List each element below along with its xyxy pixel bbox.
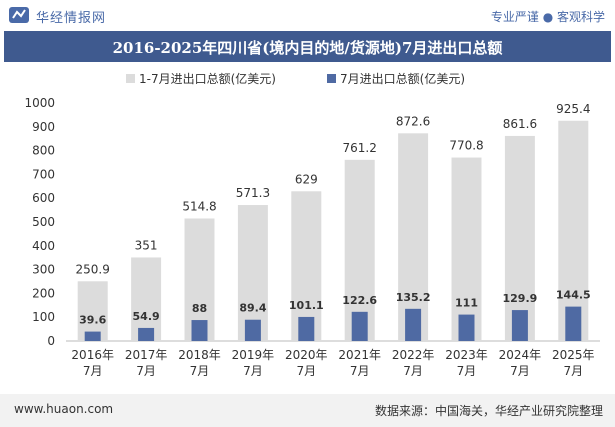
data-label-series-1: 861.6	[503, 117, 537, 131]
bar-series-2	[138, 327, 155, 341]
data-label-series-1: 629	[295, 172, 318, 186]
bar-series-2	[244, 319, 261, 341]
data-label-series-1: 571.3	[236, 186, 270, 200]
legend-swatch-series-2	[327, 74, 336, 83]
x-tick-label: 2017年 7月	[125, 348, 168, 378]
data-label-series-1: 514.8	[182, 199, 216, 213]
bar-series-2	[351, 311, 368, 341]
data-label-series-1: 872.6	[396, 114, 430, 128]
data-label-series-2: 144.5	[556, 289, 591, 302]
y-tick-label: 1000	[24, 96, 55, 110]
top-bar: 华经情报网 专业严谨 ● 客观科学	[0, 0, 615, 30]
x-tick-label: 2022年 7月	[392, 348, 435, 378]
y-tick-label: 900	[32, 120, 55, 134]
x-tick-label: 2018年 7月	[178, 348, 221, 378]
data-label-series-2: 122.6	[342, 294, 377, 307]
data-label-series-2: 88	[192, 302, 207, 315]
data-label-series-2: 111	[455, 297, 478, 310]
bar-series-1	[504, 135, 535, 341]
data-label-series-2: 135.2	[396, 291, 431, 304]
x-tick-label: 2025年 7月	[552, 348, 595, 378]
bar-series-2	[84, 331, 101, 341]
bar-series-1	[451, 157, 482, 341]
bar-series-2	[458, 314, 475, 341]
data-label-series-2: 39.6	[79, 314, 106, 327]
x-tick-label: 2016年 7月	[71, 348, 114, 378]
y-tick-label: 800	[32, 144, 55, 158]
bar-series-2	[298, 316, 315, 341]
x-tick-label: 2023年 7月	[445, 348, 488, 378]
y-tick-label: 100	[32, 310, 55, 324]
bar-series-2	[405, 308, 422, 341]
y-tick-label: 700	[32, 167, 55, 181]
y-tick-label: 0	[47, 334, 55, 348]
brand-logo-icon	[9, 7, 29, 23]
x-tick-label: 2021年 7月	[338, 348, 381, 378]
chart-title: 2016-2025年四川省(境内目的地/货源地)7月进出口总额	[112, 39, 503, 57]
x-tick-label: 2020年 7月	[285, 348, 328, 378]
bar-series-2	[511, 310, 528, 341]
legend-label-series-1: 1-7月进出口总额(亿美元)	[139, 71, 276, 86]
footer-source: 数据来源：中国海关，华经产业研究院整理	[374, 404, 603, 418]
data-label-series-1: 761.2	[343, 141, 377, 155]
bar-series-1	[558, 120, 589, 342]
data-label-series-1: 250.9	[76, 262, 110, 276]
data-label-series-2: 89.4	[239, 302, 266, 315]
data-label-series-1: 770.8	[449, 139, 483, 153]
brand-slogan: 专业严谨 ● 客观科学	[490, 10, 605, 24]
bar-series-1	[77, 281, 108, 341]
bar-series-2	[565, 306, 582, 341]
y-tick-label: 600	[32, 191, 55, 205]
bar-series-1	[291, 191, 322, 341]
x-tick-label: 2019年 7月	[232, 348, 275, 378]
data-label-series-2: 129.9	[503, 292, 538, 305]
y-tick-label: 400	[32, 239, 55, 253]
legend-swatch-series-1	[126, 74, 135, 83]
data-label-series-2: 54.9	[133, 310, 160, 323]
data-label-series-1: 351	[135, 238, 158, 252]
data-label-series-2: 101.1	[289, 299, 324, 312]
brand-name[interactable]: 华经情报网	[36, 11, 107, 26]
x-tick-label: 2024年 7月	[499, 348, 542, 378]
y-tick-label: 200	[32, 286, 55, 300]
legend-label-series-2: 7月进出口总额(亿美元)	[340, 71, 465, 86]
footer-url-link[interactable]: www.huaon.com	[14, 402, 114, 416]
bar-series-1	[344, 159, 375, 341]
y-tick-label: 500	[32, 215, 55, 229]
y-tick-label: 300	[32, 263, 55, 277]
bar-series-1	[398, 133, 429, 341]
footer: www.huaon.com 数据来源：中国海关，华经产业研究院整理	[0, 394, 615, 427]
data-label-series-1: 925.4	[556, 102, 590, 116]
title-bar: 2016-2025年四川省(境内目的地/货源地)7月进出口总额	[4, 31, 611, 62]
bar-series-2	[191, 320, 208, 341]
bar-series-1	[131, 257, 162, 341]
bar-chart: 1-7月进出口总额(亿美元) 7月进出口总额(亿美元) 0 100 200 300 400 5…	[24, 71, 600, 378]
bar-series-1	[237, 205, 268, 341]
